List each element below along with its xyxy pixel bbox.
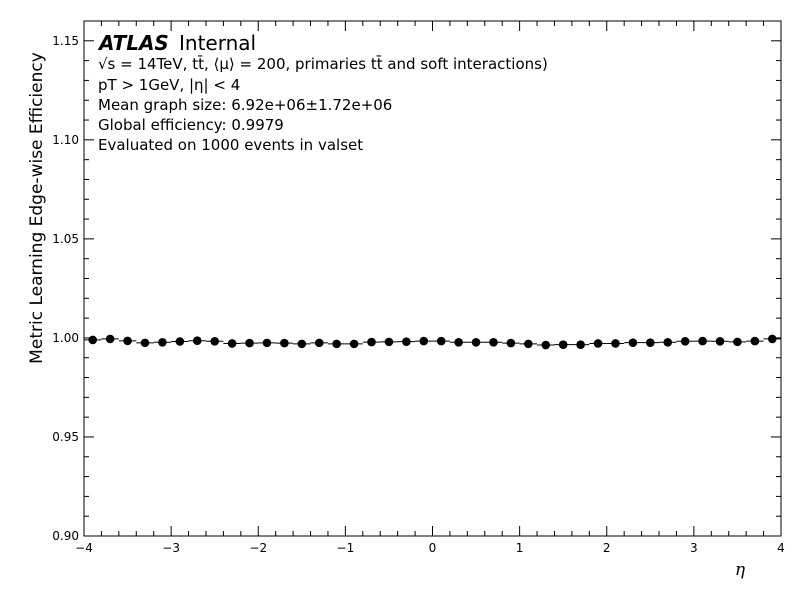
data-point [541,340,551,350]
atlas-label: ATLAS [97,31,169,55]
data-point [332,339,341,349]
data-point [245,338,254,348]
data-point [140,338,150,348]
x-tick-label: 4 [777,541,785,555]
annotation-line-4: Global efficiency: 0.9979 [98,116,284,134]
data-point [767,334,777,344]
data-point [210,336,219,346]
data-point [646,338,655,347]
data-point [628,338,638,347]
data-point [88,335,98,345]
data-point [558,340,568,349]
data-point [454,337,463,347]
y-tick-label: 0.90 [52,529,79,543]
y-tick-label: 1.00 [52,331,79,345]
data-point [367,337,376,347]
data-point [698,336,707,346]
x-tick-label: 3 [690,541,698,555]
data-point [419,336,429,346]
data-point [105,334,115,344]
data-point [349,339,359,349]
data-point [733,337,742,347]
data-point [314,338,324,348]
x-axis-label: η [735,560,746,580]
data-point [227,339,237,348]
annotation-line-3: Mean graph size: 6.92e+06±1.72e+06 [98,96,392,114]
atlas-status: Internal [179,31,256,55]
data-point [192,336,202,345]
data-point [715,336,725,346]
data-point [402,337,411,346]
x-tick-label: 2 [603,541,611,555]
annotation-line-5: Evaluated on 1000 events in valset [98,136,363,154]
data-point [158,337,167,347]
x-tick-label: −1 [337,541,355,555]
data-point [524,339,533,349]
data-point [593,339,603,348]
y-tick-label: 1.15 [52,34,79,48]
data-point [175,337,185,346]
y-axis-label: Metric Learning Edge-wise Efficiency [27,52,47,364]
x-tick-label: −2 [249,541,267,555]
data-point [489,337,498,347]
y-tick-label: 0.95 [52,430,79,444]
x-tick-label: 0 [429,541,437,555]
data-point [280,338,289,348]
y-tick-label: 1.10 [52,133,79,147]
data-point [436,336,446,346]
annotation-line-2: pT > 1GeV, |η| < 4 [98,76,240,94]
data-point [506,338,516,348]
data-point [576,340,585,349]
x-tick-label: −4 [75,541,93,555]
x-tick-label: 1 [516,541,524,555]
x-tick-label: −3 [162,541,180,555]
data-point [123,336,132,346]
y-tick-label: 1.05 [52,232,79,246]
data-point [663,337,673,347]
data-point [262,338,272,348]
annotation-line-1: √s = 14TeV, tt̄, ⟨μ⟩ = 200, primaries tt… [98,54,548,73]
data-point [750,336,760,346]
data-point [471,337,481,347]
data-point [384,337,394,347]
data-point [611,339,620,348]
data-point [680,336,690,346]
data-point [297,339,307,349]
